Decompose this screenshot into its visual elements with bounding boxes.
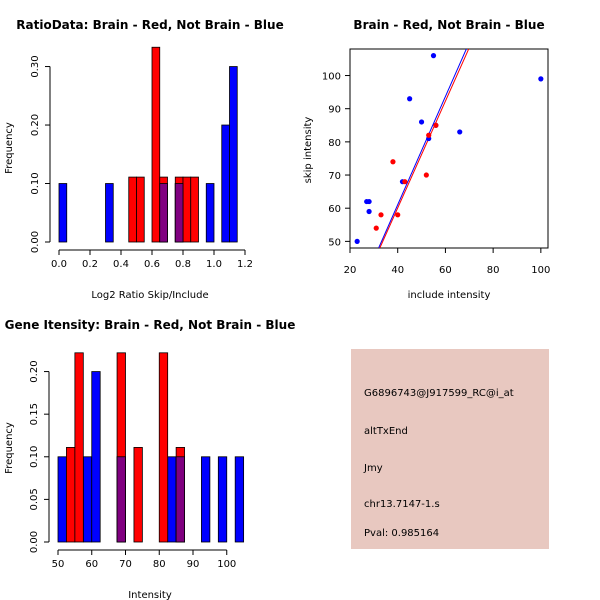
info-panel: G6896743@J917599_RC@i_at altTxEnd Jmy ch…: [351, 349, 549, 549]
intensity-histogram-bar-brain: [66, 447, 76, 543]
probe-id: G6896743@J917599_RC@i_at: [364, 388, 514, 399]
intensity-histogram-bar-not-brain: [91, 371, 101, 543]
intensity-histogram-bar-brain: [158, 352, 169, 543]
ratio-histogram: RatioData: Brain - Red, Not Brain - Blue…: [4, 18, 284, 301]
intensity-histogram-bar-overlap: [175, 456, 185, 543]
scatter-x-tick-label: 20: [344, 265, 357, 276]
intensity-histogram-bar-brain: [133, 447, 143, 543]
intensity-histogram-bar-not-brain: [57, 456, 67, 543]
intensity-histogram-bar-not-brain: [217, 456, 228, 543]
scatter-plot-box: [349, 48, 549, 249]
ratio-histogram-x-tick-label: 0.8: [175, 259, 191, 270]
scatter-point-brain: [395, 212, 401, 218]
scatter-ylabel: skip intensity: [303, 117, 314, 184]
intensity-histogram-x-tick-label: 80: [153, 559, 166, 570]
intensity-histogram-y-tick-label: 0.05: [29, 488, 40, 510]
scatter-point-brain: [423, 172, 429, 178]
intensity-histogram-y-tick-label: 0.10: [29, 446, 40, 468]
ratio-histogram-bar-brain: [128, 176, 137, 243]
scatter-y-tick-label: 80: [328, 138, 341, 149]
ratio-histogram-bar-not-brain: [229, 66, 238, 243]
ratio-histogram-bar-brain: [136, 176, 145, 243]
intensity-histogram-x-tick-label: 50: [52, 559, 65, 570]
intensity-histogram-bar-not-brain: [82, 456, 93, 543]
scatter-point-brain: [426, 132, 432, 138]
ratio-histogram-y-tick-label: 0.00: [30, 231, 41, 253]
ratio-histogram-y-tick-label: 0.20: [30, 114, 41, 136]
ratio-histogram-title: RatioData: Brain - Red, Not Brain - Blue: [16, 18, 283, 32]
scatter-point-not-brain: [366, 208, 372, 215]
intensity-histogram-x-tick-label: 90: [187, 559, 200, 570]
scatter-point-not-brain: [538, 76, 544, 82]
ratio-histogram-bar-not-brain: [221, 124, 230, 243]
scatter-point-not-brain: [418, 119, 425, 125]
ratio-histogram-bar-overlap: [174, 183, 184, 243]
intensity-histogram-bar-not-brain: [234, 456, 245, 543]
pval: Pval: 0.985164: [364, 528, 439, 539]
scatter-point-not-brain: [364, 198, 370, 205]
genomic-location: chr13.7147-1.s: [364, 499, 440, 510]
event-type: altTxEnd: [364, 426, 408, 437]
intensity-histogram-x-tick-label: 100: [217, 559, 236, 570]
ratio-histogram-y-tick-label: 0.10: [30, 172, 41, 194]
ratio-histogram-x-tick-label: 1.0: [206, 259, 222, 270]
ratio-histogram-bar-not-brain: [205, 183, 215, 243]
intensity-histogram-title: Gene Itensity: Brain - Red, Not Brain - …: [5, 318, 296, 332]
intensity-histogram-bar-brain: [74, 352, 84, 543]
ratio-histogram-bar-brain: [151, 46, 161, 243]
intensity-scatter: Brain - Red, Not Brain - Blue include in…: [303, 18, 550, 301]
intensity-histogram-x-tick-label: 60: [85, 559, 98, 570]
scatter-y-tick-label: 100: [322, 72, 341, 83]
gene-name: Jmy: [363, 463, 383, 474]
intensity-histogram-ylabel: Frequency: [4, 422, 15, 474]
intensity-histogram: Gene Itensity: Brain - Red, Not Brain - …: [4, 318, 295, 600]
intensity-histogram-bar-not-brain: [201, 456, 211, 543]
scatter-fit-line-brain-fit: [379, 49, 470, 248]
scatter-point-brain: [433, 122, 439, 128]
ratio-histogram-ylabel: Frequency: [4, 122, 15, 174]
scatter-point-brain: [390, 159, 396, 165]
ratio-histogram-x-tick-label: 1.2: [237, 259, 253, 270]
ratio-histogram-y-tick-label: 0.30: [30, 55, 41, 77]
scatter-x-tick-label: 60: [439, 265, 452, 276]
ratio-histogram-bar-not-brain: [105, 183, 114, 243]
ratio-histogram-bar-overlap: [159, 183, 168, 243]
scatter-point-brain: [378, 212, 384, 218]
scatter-point-not-brain: [430, 53, 437, 59]
scatter-point-brain: [373, 225, 379, 231]
scatter-fit-line-not-brain-fit: [378, 49, 467, 248]
scatter-point-not-brain: [457, 129, 463, 135]
intensity-histogram-bar-overlap: [116, 456, 126, 543]
scatter-y-tick-label: 70: [328, 171, 341, 182]
intensity-histogram-xlabel: Intensity: [128, 590, 172, 600]
ratio-histogram-x-tick-label: 0.2: [82, 259, 98, 270]
intensity-histogram-y-tick-label: 0.15: [29, 403, 40, 425]
scatter-x-tick-label: 40: [391, 265, 404, 276]
scatter-point-not-brain: [407, 96, 413, 102]
ratio-histogram-bar-not-brain: [58, 183, 68, 243]
ratio-histogram-x-tick-label: 0.6: [144, 259, 160, 270]
scatter-y-tick-label: 60: [328, 204, 341, 215]
scatter-x-tick-label: 100: [531, 265, 550, 276]
scatter-xlabel: include intensity: [408, 290, 491, 301]
intensity-histogram-x-tick-label: 70: [119, 559, 132, 570]
ratio-histogram-bar-brain: [182, 176, 192, 243]
intensity-histogram-bar-not-brain: [167, 456, 177, 543]
scatter-point-not-brain: [354, 238, 360, 244]
ratio-histogram-x-tick-label: 0.0: [51, 259, 67, 270]
intensity-histogram-y-tick-label: 0.00: [29, 531, 40, 553]
scatter-y-tick-label: 90: [328, 105, 341, 116]
ratio-histogram-xlabel: Log2 Ratio Skip/Include: [91, 290, 208, 301]
scatter-title: Brain - Red, Not Brain - Blue: [353, 18, 544, 32]
ratio-histogram-x-tick-label: 0.4: [113, 259, 129, 270]
ratio-histogram-bar-brain: [190, 176, 199, 243]
info-panel-background: [351, 349, 549, 549]
scatter-x-tick-label: 80: [487, 265, 500, 276]
scatter-point-brain: [402, 179, 408, 185]
intensity-histogram-y-tick-label: 0.20: [29, 360, 40, 382]
scatter-y-tick-label: 50: [328, 237, 341, 248]
